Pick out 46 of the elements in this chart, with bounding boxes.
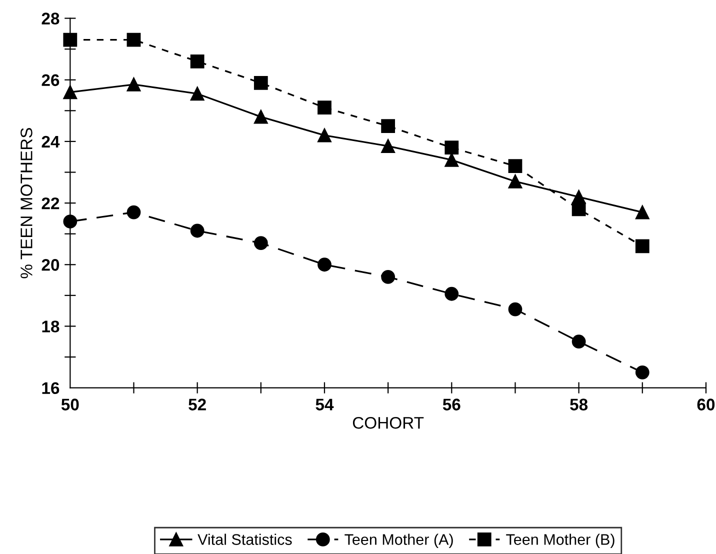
point (635, 205, 650, 220)
point (508, 159, 522, 174)
point (190, 54, 204, 68)
point (508, 302, 522, 316)
x-tick-label: 56 (442, 398, 460, 410)
x-tick-label: 54 (316, 398, 334, 410)
point (254, 236, 268, 250)
y-tick-label: 26 (42, 74, 60, 86)
point (635, 239, 650, 254)
x-axis-title: COHORT (352, 416, 424, 429)
point (318, 258, 332, 272)
point (126, 205, 141, 220)
point (572, 202, 586, 216)
point (381, 119, 396, 134)
x-tick-label: 50 (61, 398, 79, 410)
y-tick-label: 28 (42, 12, 60, 24)
point (381, 270, 396, 284)
point (254, 76, 268, 90)
point (444, 152, 459, 167)
legend-label: Teen Mother (B) (506, 534, 614, 548)
point (381, 139, 396, 154)
point (318, 128, 332, 142)
y-tick-label: 20 (42, 259, 60, 271)
point (444, 286, 459, 301)
y-tick-label: 18 (42, 320, 60, 332)
point (126, 78, 141, 92)
point (254, 110, 268, 124)
x-tick-label: 52 (188, 398, 206, 410)
y-tick-label: 24 (42, 136, 60, 148)
legend-label: Vital Statistics (198, 534, 292, 545)
point (63, 32, 78, 47)
x-tick-label: 60 (697, 398, 715, 410)
point (190, 224, 204, 238)
x-tick-label: 58 (570, 398, 588, 410)
legend-label: Teen Mother (A) (344, 534, 453, 548)
point (190, 86, 204, 101)
point (126, 32, 141, 47)
y-axis-title: % TEEN MOTHERS (20, 128, 32, 278)
y-tick-label: 22 (42, 197, 60, 210)
point (572, 334, 586, 349)
point (635, 365, 650, 380)
y-tick-label: 16 (42, 382, 60, 394)
point (318, 100, 332, 115)
point (508, 174, 522, 188)
point (444, 140, 459, 155)
point (63, 214, 78, 228)
